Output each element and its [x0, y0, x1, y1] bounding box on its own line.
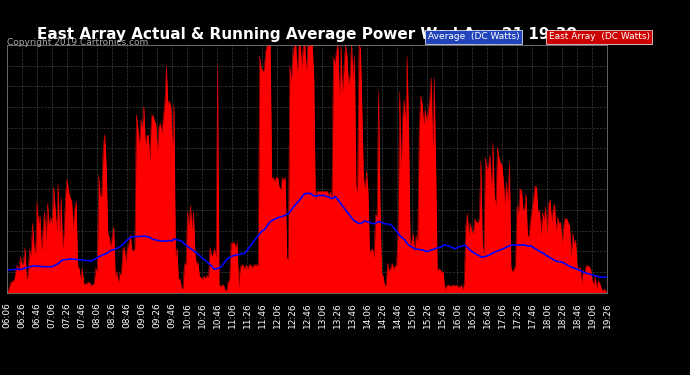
Text: Average  (DC Watts): Average (DC Watts) [428, 32, 520, 41]
Text: East Array  (DC Watts): East Array (DC Watts) [549, 32, 649, 41]
Text: Copyright 2019 Cartronics.com: Copyright 2019 Cartronics.com [7, 38, 148, 47]
Title: East Array Actual & Running Average Power Wed Aug 21 19:38: East Array Actual & Running Average Powe… [37, 27, 577, 42]
